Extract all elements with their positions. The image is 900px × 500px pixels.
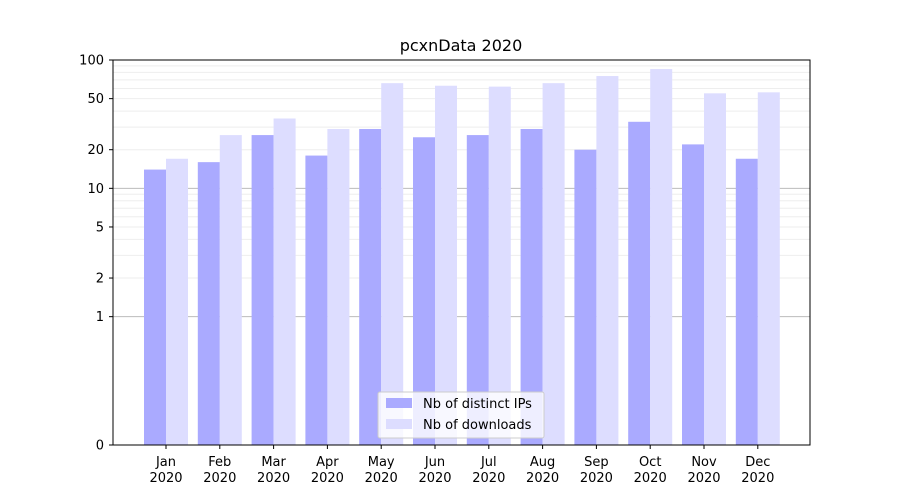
x-tick-label-month: Jun [424,455,445,470]
bar-distinct-ips [735,158,758,446]
bar-downloads [650,69,673,445]
y-tick-label: 50 [87,92,104,107]
x-tick-label-month: Jan [155,455,176,470]
bar-downloads [488,86,511,445]
y-tick-label: 0 [96,439,104,454]
legend-box [377,391,545,439]
legend-swatch-ips [386,398,412,408]
x-tick-label-month: Nov [691,455,717,470]
x-tick-label-month: Mar [261,455,286,470]
x-tick-label-year: 2020 [634,471,667,486]
bar-distinct-ips [197,162,220,445]
bars [144,69,780,446]
bar-downloads [327,128,350,446]
bar-downloads [704,93,726,445]
bar-downloads [381,83,404,445]
bar-downloads [273,118,296,446]
x-tick-label-month: Jul [480,455,497,470]
y-tick-label: 1 [96,310,104,325]
bar-distinct-ips [574,149,597,445]
chart-title: pcxnData 2020 [400,36,523,55]
x-tick-label-month: Sep [584,455,609,470]
x-tick-label-month: Feb [208,455,231,470]
bar-downloads [596,76,619,445]
bar-downloads [166,158,188,446]
x-tick-label-year: 2020 [418,471,451,486]
plot-frame [112,59,811,446]
x-tick-label-year: 2020 [472,471,505,486]
x-tick-label-year: 2020 [149,471,182,486]
legend-label-downloads: Nb of downloads [423,418,532,433]
x-tick-label-year: 2020 [365,471,398,486]
x-tick-label-month: Apr [316,455,339,470]
y-tick-label: 10 [87,182,104,197]
legend-swatch-downloads [386,419,412,429]
x-tick-label-year: 2020 [526,471,559,486]
x-axis-ticks: Jan2020Feb2020Mar2020Apr2020May2020Jun20… [149,445,774,486]
y-tick-label: 5 [96,220,104,235]
x-tick-label-year: 2020 [203,471,236,486]
bar-distinct-ips [466,135,489,445]
bar-downloads [542,83,565,445]
bar-distinct-ips [628,121,651,445]
x-tick-label-month: Aug [530,455,555,470]
bar-downloads [757,92,780,446]
x-tick-label-year: 2020 [580,471,613,486]
legend: Nb of distinct IPs Nb of downloads [377,391,545,439]
legend-label-ips: Nb of distinct IPs [423,397,532,412]
bar-distinct-ips [144,169,166,445]
bar-distinct-ips [305,155,328,445]
bar-distinct-ips [413,137,435,446]
bar-distinct-ips [359,128,382,446]
y-axis-ticks: 0 1 2 5 10 20 50 100 [79,54,113,454]
x-tick-label-year: 2020 [311,471,344,486]
x-tick-label-year: 2020 [741,471,774,486]
bar-downloads [435,85,457,446]
x-tick-label-month: Oct [639,455,661,470]
y-tick-label: 2 [96,272,104,287]
y-tick-label: 100 [79,54,104,69]
x-tick-label-month: May [368,455,395,470]
y-tick-label: 20 [87,143,104,158]
bar-distinct-ips [520,128,543,446]
bar-distinct-ips [682,144,704,445]
x-tick-label-month: Dec [745,455,770,470]
bar-downloads [219,135,242,445]
bar-distinct-ips [251,135,274,445]
x-tick-label-year: 2020 [687,471,720,486]
x-tick-label-year: 2020 [257,471,290,486]
